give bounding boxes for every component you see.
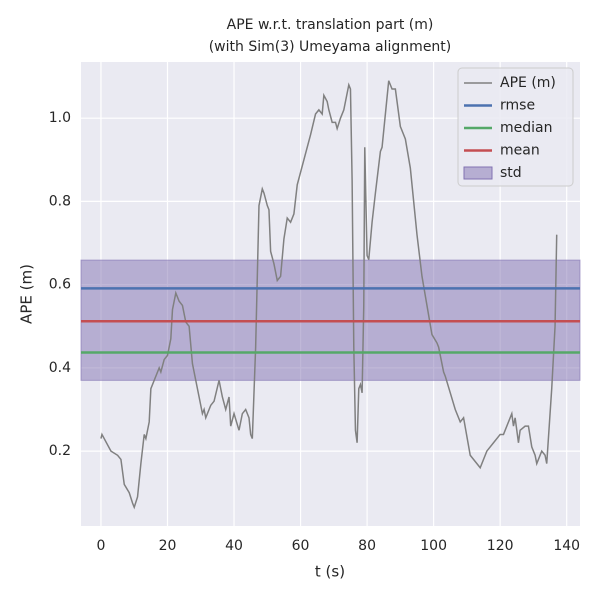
y-tick-label: 0.2 xyxy=(49,443,71,459)
x-tick-label: 60 xyxy=(292,538,310,554)
y-axis-label: APE (m) xyxy=(18,264,36,324)
x-tick-label: 20 xyxy=(159,538,177,554)
y-tick-label: 0.8 xyxy=(49,193,71,209)
x-tick-label: 40 xyxy=(225,538,243,554)
x-tick-label: 0 xyxy=(96,538,105,554)
y-tick-label: 1.0 xyxy=(49,110,71,126)
legend-label: rmse xyxy=(500,98,535,114)
legend-label: APE (m) xyxy=(500,75,556,91)
x-tick-label: 100 xyxy=(420,538,447,554)
y-tick-label: 0.4 xyxy=(49,360,71,376)
legend-label: std xyxy=(500,165,522,181)
chart-title: APE w.r.t. translation part (m) xyxy=(227,17,434,33)
legend-swatch xyxy=(463,166,493,180)
legend-label: median xyxy=(500,120,552,136)
x-tick-label: 120 xyxy=(487,538,514,554)
legend-label: mean xyxy=(500,143,540,159)
y-tick-label: 0.6 xyxy=(49,277,71,293)
x-tick-label: 140 xyxy=(553,538,580,554)
legend-box xyxy=(457,67,574,187)
ape-line xyxy=(100,80,558,510)
x-axis-label: t (s) xyxy=(315,563,345,581)
chart-subtitle: (with Sim(3) Umeyama alignment) xyxy=(209,39,452,55)
x-tick-label: 80 xyxy=(358,538,376,554)
